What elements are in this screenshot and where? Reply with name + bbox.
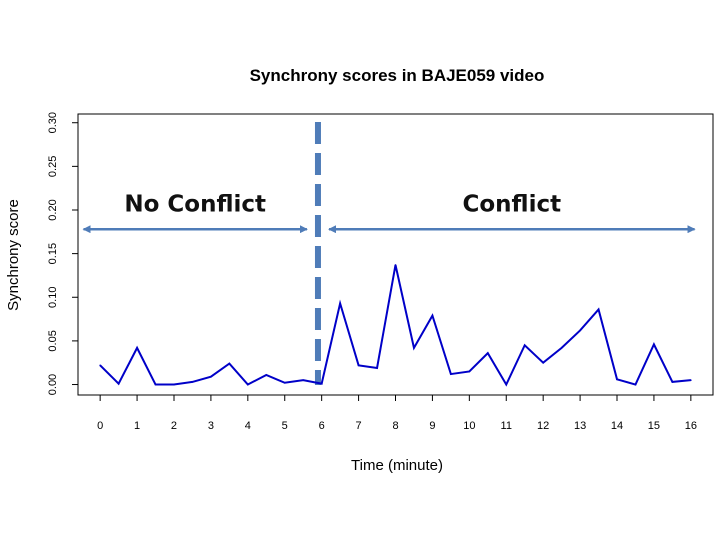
data-point xyxy=(634,383,637,386)
x-tick-label: 15 xyxy=(648,420,660,432)
x-tick-label: 5 xyxy=(282,420,288,432)
data-point xyxy=(320,382,323,385)
x-axis-label: Time (minute) xyxy=(351,457,443,474)
data-point xyxy=(302,379,305,381)
series-line xyxy=(99,264,691,387)
y-axis-label: Synchrony score xyxy=(5,199,22,311)
data-point xyxy=(413,347,415,349)
data-point xyxy=(173,383,175,386)
x-tick-label: 1 xyxy=(134,420,140,432)
data-point xyxy=(117,382,120,385)
data-point xyxy=(136,347,138,349)
data-point xyxy=(671,381,674,383)
x-tick-label: 14 xyxy=(611,420,623,432)
data-point xyxy=(99,364,101,367)
data-point xyxy=(523,344,526,347)
x-tick-label: 13 xyxy=(574,420,586,432)
plot-frame xyxy=(77,113,714,396)
x-tick-label: 3 xyxy=(208,420,214,432)
data-point xyxy=(265,374,268,376)
region-label: Conflict xyxy=(462,192,561,218)
data-point xyxy=(357,364,360,367)
x-tick-label: 8 xyxy=(392,420,398,432)
y-tick-label: 0.30 xyxy=(47,112,59,133)
data-point xyxy=(210,375,212,378)
data-point xyxy=(376,367,378,369)
y-tick-label: 0.15 xyxy=(47,243,59,264)
data-point xyxy=(394,264,397,266)
y-tick-label: 0.20 xyxy=(47,199,59,220)
data-point xyxy=(653,343,655,346)
x-tick-label: 7 xyxy=(356,420,362,432)
y-axis: 0.00 0.05 0.10 0.15 0.20 0.25 0.30 xyxy=(47,112,78,395)
x-tick-label: 9 xyxy=(429,420,435,432)
x-tick-label: 6 xyxy=(319,420,325,432)
data-point xyxy=(283,381,286,384)
data-point xyxy=(247,383,249,386)
x-tick-label: 4 xyxy=(245,420,251,432)
data-point xyxy=(339,302,341,305)
chart-title: Synchrony scores in BAJE059 video xyxy=(250,66,545,85)
data-point xyxy=(228,362,231,365)
region-label: No Conflict xyxy=(124,192,266,218)
series-layer xyxy=(99,264,692,387)
data-point xyxy=(579,329,581,332)
data-point xyxy=(597,308,600,311)
data-point xyxy=(690,379,692,381)
data-point xyxy=(468,370,471,373)
y-tick-label: 0.10 xyxy=(47,287,59,308)
y-tick-label: 0.25 xyxy=(47,156,59,177)
y-tick-label: 0.05 xyxy=(47,330,59,351)
data-point xyxy=(505,383,508,386)
x-tick-label: 0 xyxy=(97,420,103,432)
data-point xyxy=(431,314,434,317)
data-point xyxy=(450,373,452,375)
data-point xyxy=(542,361,544,364)
x-tick-label: 10 xyxy=(463,420,475,432)
y-tick-label: 0.00 xyxy=(47,374,59,395)
data-point xyxy=(616,378,618,381)
data-point xyxy=(486,352,489,354)
x-axis: 0 1 2 3 4 5 6 7 8 9 10 11 12 13 14 15 16 xyxy=(97,395,697,432)
x-tick-label: 11 xyxy=(501,420,512,432)
data-point xyxy=(154,383,157,386)
x-tick-label: 2 xyxy=(171,420,177,432)
x-tick-label: 16 xyxy=(685,420,697,432)
x-tick-label: 12 xyxy=(537,420,549,432)
data-point xyxy=(560,347,563,349)
region-annotations: No Conflict Conflict xyxy=(82,122,696,385)
data-point xyxy=(191,381,194,383)
